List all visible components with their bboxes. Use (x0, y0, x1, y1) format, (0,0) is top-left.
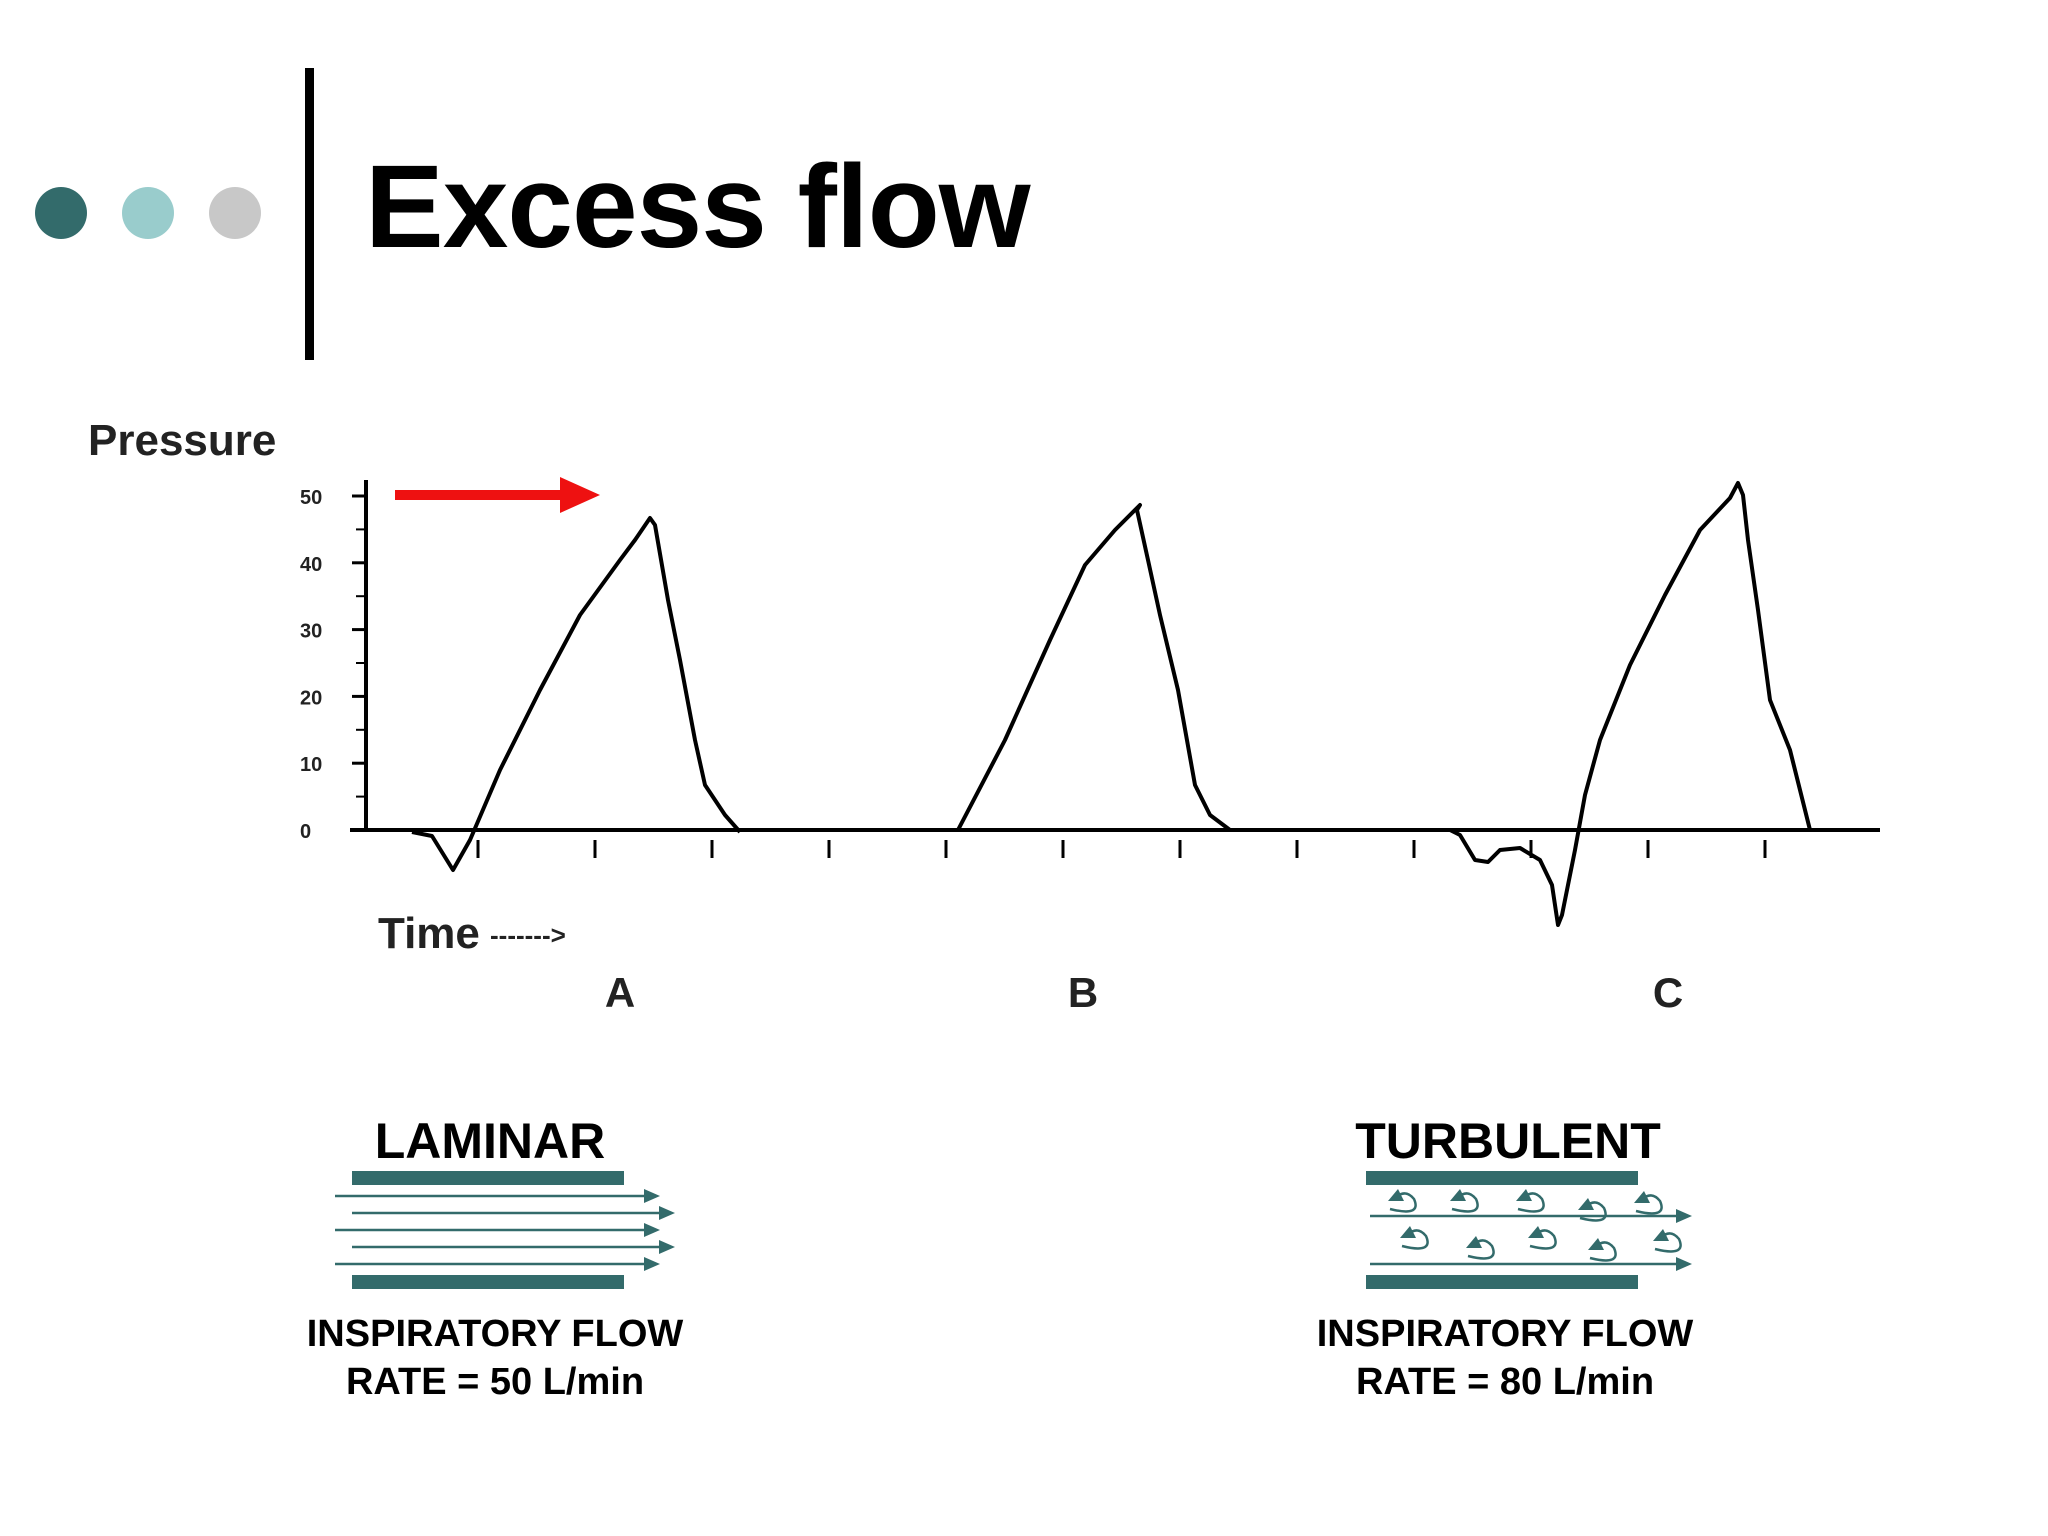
turbulent-eddy (1654, 1232, 1682, 1253)
waveform-a (411, 516, 742, 872)
laminar-arrow-head (644, 1223, 660, 1237)
y-axis-ticks (352, 494, 366, 832)
laminar-heading: LAMINAR (375, 1113, 606, 1169)
y-tick-label: 30 (300, 621, 322, 643)
eddy-arrow-head (1388, 1189, 1404, 1201)
title-divider (305, 68, 314, 360)
pressure-axis-label: Pressure (88, 416, 276, 465)
turbulent-eddy (1467, 1239, 1495, 1260)
turbulent-eddy (1589, 1241, 1617, 1262)
eddy-arrow-head (1588, 1238, 1604, 1250)
turbulent-arrow-head (1676, 1209, 1692, 1223)
turbulent-pipe-top (1366, 1171, 1638, 1185)
turbulent-pipe-bottom (1366, 1275, 1638, 1289)
waveform-label-b: B (1068, 969, 1098, 1016)
x-axis-ticks (476, 840, 1767, 858)
waveform-label-a: A (605, 969, 635, 1016)
turbulent-arrow-head (1676, 1257, 1692, 1271)
eddy-arrow-head (1653, 1229, 1669, 1241)
turbulent-eddy (1529, 1229, 1557, 1250)
laminar-arrow-head (644, 1189, 660, 1203)
eddy-arrow-head (1578, 1198, 1594, 1210)
turbulent-eddy (1579, 1201, 1607, 1222)
laminar-caption-line2: RATE = 50 L/min (346, 1361, 644, 1403)
laminar-arrow-head (659, 1206, 675, 1220)
eddy-arrow-head (1450, 1189, 1466, 1201)
laminar-pipe-bottom (352, 1275, 624, 1289)
eddy-arrow-head (1528, 1226, 1544, 1238)
laminar-flow-lines (335, 1189, 675, 1271)
pressure-chart: Pressure 50 40 30 20 10 0 Time -------> A B C (88, 416, 1880, 1016)
waveform-label-c: C (1653, 969, 1683, 1016)
bullet-dot-dark (35, 187, 87, 239)
eddy-arrow-head (1466, 1236, 1482, 1248)
turbulent-eddy (1401, 1229, 1429, 1250)
turbulent-eddy (1517, 1192, 1545, 1213)
y-tick-label: 50 (300, 487, 322, 509)
y-tick-label: 10 (300, 754, 322, 776)
waveform-b (956, 503, 1232, 832)
turbulent-heading: TURBULENT (1355, 1113, 1661, 1169)
eddy-arrow-head (1516, 1189, 1532, 1201)
turbulent-eddy (1635, 1194, 1663, 1215)
time-axis-label: Time (378, 909, 480, 958)
laminar-pipe-top (352, 1171, 624, 1185)
y-axis-tick-labels: 50 40 30 20 10 0 (300, 487, 322, 843)
y-tick-label: 0 (300, 821, 311, 843)
time-arrow-text: -------> (490, 920, 566, 950)
laminar-arrow-head (659, 1240, 675, 1254)
y-tick-label: 40 (300, 554, 322, 576)
bullet-dot-gray (209, 187, 261, 239)
laminar-flow-diagram: LAMINAR INSPIRATORY FLOW RATE = 50 L/min (307, 1113, 684, 1403)
eddy-arrow-head (1634, 1191, 1650, 1203)
y-tick-label: 20 (300, 687, 322, 709)
turbulent-eddy (1451, 1192, 1479, 1213)
bullet-dot-teal (122, 187, 174, 239)
turbulent-eddy (1389, 1192, 1417, 1213)
laminar-arrow-head (644, 1257, 660, 1271)
red-arrow-head (560, 477, 600, 513)
turbulent-flow-diagram: TURBULENT INSPIRATORY FLOW RATE = 80 L/m… (1317, 1113, 1694, 1403)
slide-title: Excess flow (365, 141, 1031, 273)
waveform-c (1449, 481, 1812, 927)
turbulent-caption-line2: RATE = 80 L/min (1356, 1361, 1654, 1403)
laminar-caption-line1: INSPIRATORY FLOW (307, 1313, 684, 1355)
turbulent-caption-line1: INSPIRATORY FLOW (1317, 1313, 1694, 1355)
eddy-arrow-head (1400, 1226, 1416, 1238)
turbulent-flow-lines (1370, 1189, 1692, 1271)
